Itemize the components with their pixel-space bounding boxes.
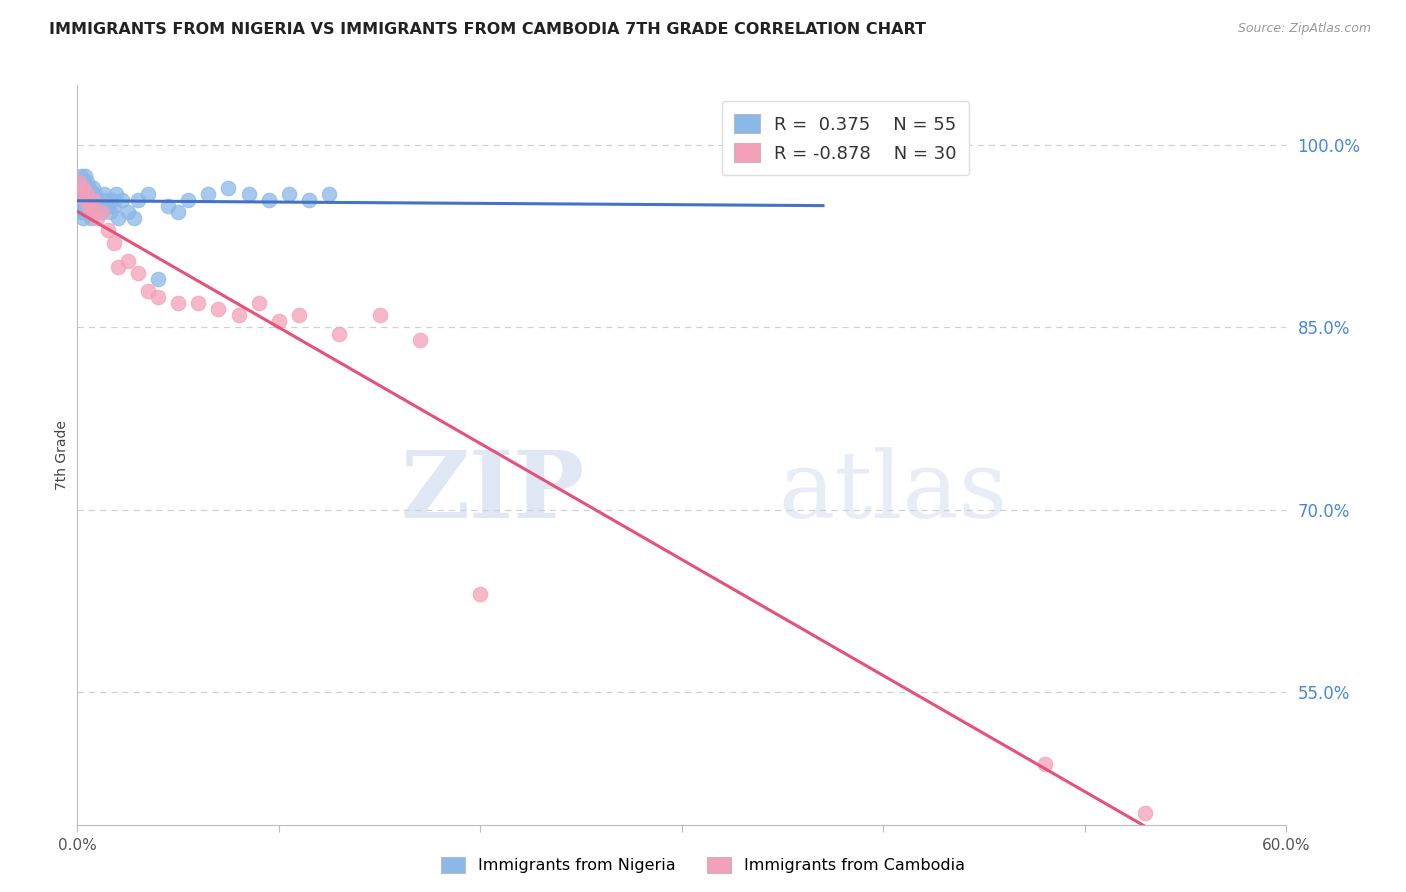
Point [67, 199, 90, 213]
Point [76, 175, 98, 189]
Point [72, 186, 94, 201]
Point [75, 169, 97, 183]
Point [247, 296, 270, 310]
Point [96, 223, 118, 237]
Point [257, 193, 280, 207]
Point [228, 309, 250, 323]
Point [75, 181, 97, 195]
Point [93, 186, 115, 201]
Text: IMMIGRANTS FROM NIGERIA VS IMMIGRANTS FROM CAMBODIA 7TH GRADE CORRELATION CHART: IMMIGRANTS FROM NIGERIA VS IMMIGRANTS FR… [49, 22, 927, 37]
Point [72, 175, 94, 189]
Point [167, 296, 190, 310]
Point [70, 205, 93, 219]
Point [84, 186, 107, 201]
Y-axis label: 7th Grade: 7th Grade [55, 420, 69, 490]
Point [207, 302, 229, 317]
Point [103, 199, 125, 213]
Point [75, 193, 97, 207]
Point [100, 193, 122, 207]
Point [67, 186, 90, 201]
Point [1135, 805, 1157, 820]
Point [111, 193, 134, 207]
Point [79, 205, 101, 219]
Point [98, 205, 121, 219]
Point [298, 193, 321, 207]
Point [278, 186, 301, 201]
Point [146, 272, 169, 286]
Point [238, 186, 260, 201]
Point [72, 211, 94, 226]
Point [80, 199, 103, 213]
Point [75, 205, 97, 219]
Point [267, 314, 290, 328]
Point [79, 193, 101, 207]
Point [122, 211, 145, 226]
Legend: Immigrants from Nigeria, Immigrants from Cambodia: Immigrants from Nigeria, Immigrants from… [434, 850, 972, 880]
Text: ZIP: ZIP [401, 447, 585, 537]
Point [218, 181, 240, 195]
Point [117, 205, 139, 219]
Point [368, 309, 391, 323]
Point [82, 193, 104, 207]
Point [328, 326, 350, 341]
Point [96, 199, 118, 213]
Point [117, 253, 139, 268]
Point [72, 181, 94, 195]
Point [70, 181, 93, 195]
Point [136, 186, 159, 201]
Point [104, 186, 127, 201]
Point [84, 199, 107, 213]
Text: atlas: atlas [779, 447, 1008, 537]
Point [70, 186, 93, 201]
Point [89, 199, 111, 213]
Point [70, 169, 93, 183]
Point [197, 186, 219, 201]
Text: Source: ZipAtlas.com: Source: ZipAtlas.com [1237, 22, 1371, 36]
Point [177, 193, 200, 207]
Point [67, 175, 90, 189]
Point [79, 199, 101, 213]
Point [76, 186, 98, 201]
Point [127, 193, 149, 207]
Point [72, 199, 94, 213]
Point [80, 205, 103, 219]
Point [82, 193, 104, 207]
Legend: R =  0.375    N = 55, R = -0.878    N = 30: R = 0.375 N = 55, R = -0.878 N = 30 [721, 101, 969, 175]
Point [167, 205, 190, 219]
Point [76, 186, 98, 201]
Point [79, 181, 101, 195]
Point [103, 235, 125, 250]
Point [470, 587, 492, 601]
Point [107, 260, 129, 274]
Point [94, 193, 117, 207]
Point [80, 186, 103, 201]
Point [86, 193, 108, 207]
Point [1033, 757, 1056, 772]
Point [157, 199, 180, 213]
Point [288, 309, 311, 323]
Point [82, 181, 104, 195]
Point [80, 211, 103, 226]
Point [67, 175, 90, 189]
Point [127, 266, 149, 280]
Point [107, 211, 129, 226]
Point [70, 193, 93, 207]
Point [409, 333, 432, 347]
Point [90, 205, 112, 219]
Point [136, 284, 159, 298]
Point [86, 211, 108, 226]
Point [146, 290, 169, 304]
Point [318, 186, 340, 201]
Point [187, 296, 209, 310]
Point [75, 193, 97, 207]
Point [90, 205, 112, 219]
Point [76, 199, 98, 213]
